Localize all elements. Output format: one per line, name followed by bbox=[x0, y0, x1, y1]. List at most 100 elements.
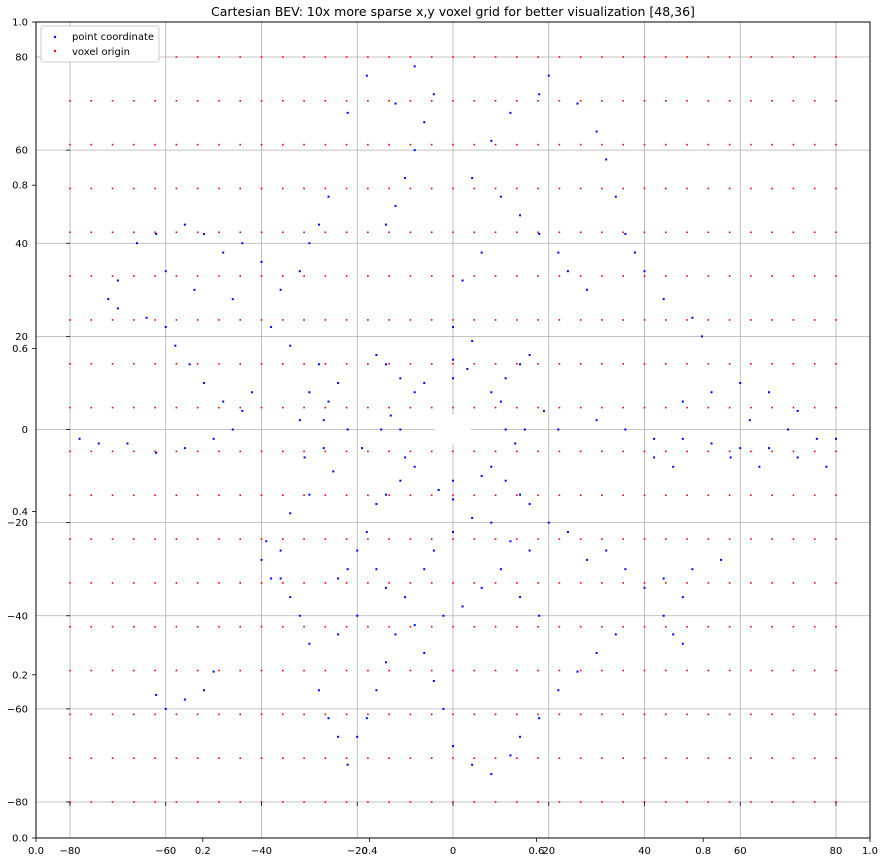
point-coordinate-point bbox=[576, 670, 579, 673]
tick-label-y: −80 bbox=[7, 798, 28, 809]
voxel-origin-point bbox=[728, 582, 731, 584]
voxel-origin-point bbox=[111, 757, 114, 759]
voxel-origin-point bbox=[345, 757, 348, 759]
point-coordinate-point bbox=[643, 270, 646, 273]
voxel-origin-point bbox=[409, 275, 412, 277]
voxel-origin-point bbox=[345, 801, 348, 803]
voxel-origin-point bbox=[771, 100, 773, 102]
voxel-origin-point bbox=[813, 231, 816, 234]
point-coordinate-point bbox=[547, 521, 550, 524]
voxel-origin-point bbox=[69, 275, 71, 277]
point-coordinate-point bbox=[384, 223, 387, 226]
voxel-origin-point bbox=[133, 319, 135, 321]
voxel-origin-point bbox=[452, 494, 454, 497]
voxel-origin-point bbox=[154, 406, 156, 409]
voxel-origin-point bbox=[69, 494, 71, 497]
voxel-origin-point bbox=[196, 494, 199, 497]
voxel-origin-point bbox=[516, 100, 518, 102]
point-coordinate-point bbox=[748, 419, 751, 422]
point-coordinate-point bbox=[566, 270, 569, 273]
voxel-origin-point bbox=[239, 713, 242, 716]
voxel-origin-point bbox=[409, 625, 412, 628]
tick-label-x: −40 bbox=[251, 846, 272, 857]
voxel-origin-point bbox=[260, 669, 263, 672]
point-coordinate-point bbox=[442, 614, 445, 617]
voxel-origin-point bbox=[90, 801, 93, 803]
tick-label-y: 20 bbox=[15, 332, 28, 343]
voxel-origin-point bbox=[409, 669, 412, 672]
point-coordinate-point bbox=[322, 419, 325, 422]
voxel-origin-point bbox=[367, 362, 369, 365]
voxel-origin-point bbox=[558, 450, 561, 453]
voxel-origin-point bbox=[473, 319, 476, 321]
voxel-origin-point bbox=[452, 319, 454, 321]
voxel-origin-point bbox=[792, 450, 795, 453]
voxel-origin-point bbox=[643, 362, 646, 365]
voxel-origin-point bbox=[835, 757, 837, 759]
voxel-origin-point bbox=[792, 625, 795, 628]
point-coordinate-point bbox=[835, 437, 837, 440]
point-coordinate-point bbox=[614, 633, 617, 636]
voxel-origin-point bbox=[494, 538, 497, 540]
voxel-origin-point bbox=[452, 669, 454, 672]
voxel-origin-point bbox=[324, 231, 327, 234]
voxel-origin-point bbox=[516, 538, 518, 540]
voxel-origin-point bbox=[154, 319, 156, 321]
voxel-origin-point bbox=[750, 362, 752, 365]
voxel-origin-point bbox=[516, 494, 518, 497]
point-coordinate-point bbox=[289, 344, 292, 347]
voxel-origin-point bbox=[196, 406, 199, 409]
voxel-origin-point bbox=[388, 56, 390, 58]
voxel-origin-point bbox=[111, 362, 114, 365]
voxel-origin-point bbox=[622, 406, 625, 409]
voxel-origin-point bbox=[622, 143, 625, 146]
voxel-origin-point bbox=[643, 494, 646, 497]
point-coordinate-point bbox=[270, 326, 273, 329]
voxel-origin-point bbox=[558, 406, 561, 409]
voxel-origin-point bbox=[792, 669, 795, 672]
voxel-origin-point bbox=[792, 100, 795, 102]
voxel-origin-point bbox=[728, 669, 731, 672]
voxel-origin-point bbox=[813, 538, 816, 540]
point-coordinate-point bbox=[241, 242, 244, 245]
voxel-origin-point bbox=[218, 100, 220, 102]
voxel-origin-point bbox=[813, 406, 816, 409]
voxel-origin-point bbox=[622, 669, 625, 672]
point-coordinate-point bbox=[504, 377, 507, 380]
voxel-origin-point bbox=[728, 362, 731, 365]
voxel-origin-point bbox=[579, 538, 582, 540]
voxel-origin-point bbox=[260, 231, 263, 234]
voxel-origin-point bbox=[303, 801, 305, 803]
voxel-origin-point bbox=[601, 275, 603, 277]
voxel-origin-point bbox=[388, 801, 390, 803]
legend-label-voxel-origin: voxel origin bbox=[72, 47, 130, 58]
point-coordinate-point bbox=[322, 447, 325, 450]
voxel-origin-point bbox=[367, 406, 369, 409]
voxel-origin-point bbox=[664, 582, 667, 584]
point-coordinate-point bbox=[356, 735, 359, 738]
voxel-origin-point bbox=[835, 275, 837, 277]
legend-marker-voxel-origin bbox=[53, 49, 57, 53]
point-coordinate-point bbox=[624, 428, 627, 431]
voxel-origin-point bbox=[133, 231, 135, 234]
point-coordinate-point bbox=[399, 377, 402, 380]
voxel-origin-point bbox=[303, 450, 305, 453]
voxel-origin-point bbox=[473, 582, 476, 584]
voxel-origin-point bbox=[473, 450, 476, 453]
voxel-origin-point bbox=[537, 625, 539, 628]
voxel-origin-point bbox=[494, 231, 497, 234]
voxel-origin-point bbox=[175, 275, 178, 277]
voxel-origin-point bbox=[558, 100, 561, 102]
voxel-origin-point bbox=[813, 713, 816, 716]
voxel-origin-point bbox=[494, 713, 497, 716]
voxel-origin-point bbox=[367, 319, 369, 321]
point-coordinate-point bbox=[212, 670, 215, 673]
voxel-origin-point bbox=[303, 362, 305, 365]
voxel-origin-point bbox=[69, 319, 71, 321]
voxel-origin-point bbox=[345, 582, 348, 584]
voxel-origin-point bbox=[324, 450, 327, 453]
voxel-origin-point bbox=[537, 362, 539, 365]
point-coordinate-point bbox=[471, 340, 474, 343]
voxel-origin-point bbox=[90, 143, 93, 146]
voxel-origin-point bbox=[133, 538, 135, 540]
